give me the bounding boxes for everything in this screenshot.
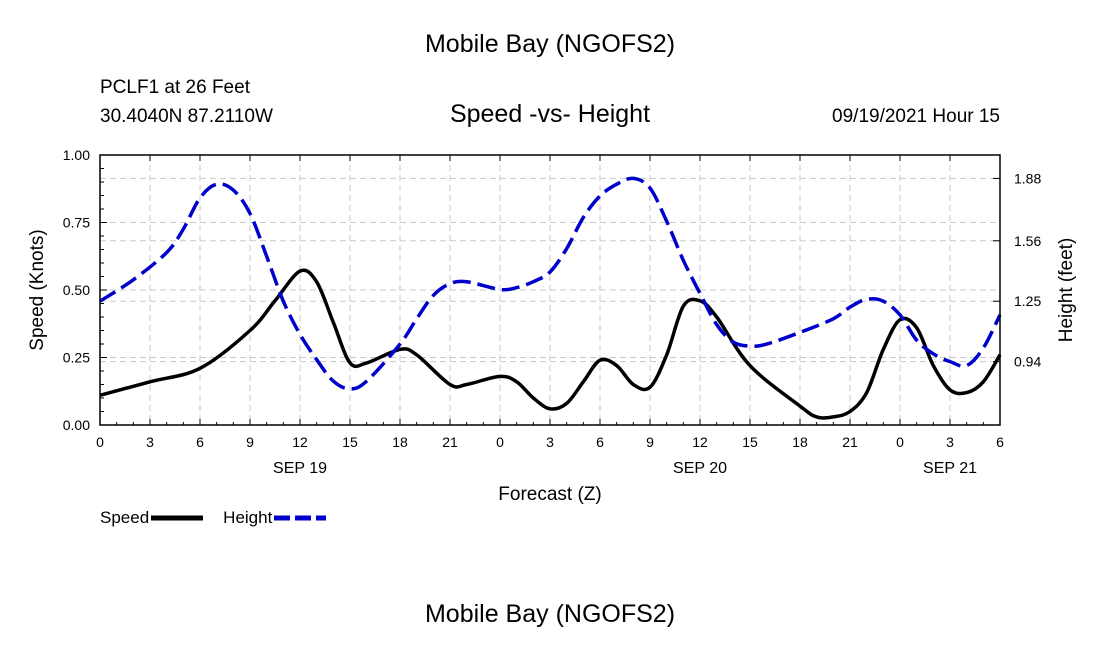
legend-swatch-speed [151,515,204,521]
chart-title: Mobile Bay (NGOFS2) [424,30,676,58]
x-tick-label: 15 [742,434,758,450]
axes: 0 3 6 9 12 15 18 21 0 3 6 9 12 15 18 21 0 3 6 SEP 19 SEP 20 S… [63,147,1042,477]
x-date-label: SEP 19 [273,460,327,477]
legend: Speed Height [100,508,346,528]
x-tick-label: 9 [646,434,654,450]
x-tick-label: 9 [246,434,254,450]
y-right-tick-label: 1.56 [1014,233,1041,249]
x-tick-label: 6 [596,434,604,450]
x-tick-label: 0 [896,434,904,450]
footer-title: Mobile Bay (NGOFS2) [424,600,676,628]
series-line-height [99,176,1002,391]
station-label: PCLF1 at 26 Feet [100,77,250,98]
y-left-tick-label: 1.00 [63,147,90,163]
x-tick-label: 18 [392,434,408,450]
x-tick-label: 12 [692,434,708,450]
legend-item-height: Height [223,508,328,528]
x-date-label: SEP 20 [673,460,727,477]
y-axis-right-title: Height (feet) [1056,238,1077,343]
x-tick-label: 18 [792,434,808,450]
y-left-tick-label: 0.50 [63,282,90,298]
x-tick-label: 0 [96,434,104,450]
y-left-tick-label: 0.25 [63,350,90,366]
x-tick-label: 3 [946,434,954,450]
chart-subtitle: Speed -vs- Height [449,100,651,128]
x-tick-label: 0 [496,434,504,450]
x-axis-title: Forecast (Z) [498,484,601,505]
series-line-speed [99,268,1002,420]
x-tick-label: 15 [342,434,358,450]
y-right-tick-label: 1.25 [1014,293,1041,309]
x-tick-label: 3 [146,434,154,450]
legend-label-speed: Speed [100,508,150,527]
y-left-tick-label: 0.75 [63,215,90,231]
legend-item-speed: Speed [100,508,205,528]
coordinates-label: 30.4040N 87.2110W [100,106,273,127]
x-tick-label: 6 [196,434,204,450]
legend-label-height: Height [223,508,273,527]
y-left-tick-label: 0.00 [63,417,90,433]
series-lines [99,176,1002,420]
x-tick-label: 12 [292,434,308,450]
legend-swatch-height [274,515,327,521]
grid-lines [100,155,1000,425]
x-tick-label: 21 [442,434,458,450]
x-tick-label: 21 [842,434,858,450]
x-tick-label: 3 [546,434,554,450]
x-tick-label: 6 [996,434,1004,450]
x-date-label: SEP 21 [923,460,977,477]
y-right-tick-label: 1.88 [1014,170,1041,186]
y-axis-left-title: Speed (Knots) [27,229,48,350]
y-right-tick-label: 0.94 [1014,354,1041,370]
forecast-datetime: 09/19/2021 Hour 15 [832,106,1000,127]
